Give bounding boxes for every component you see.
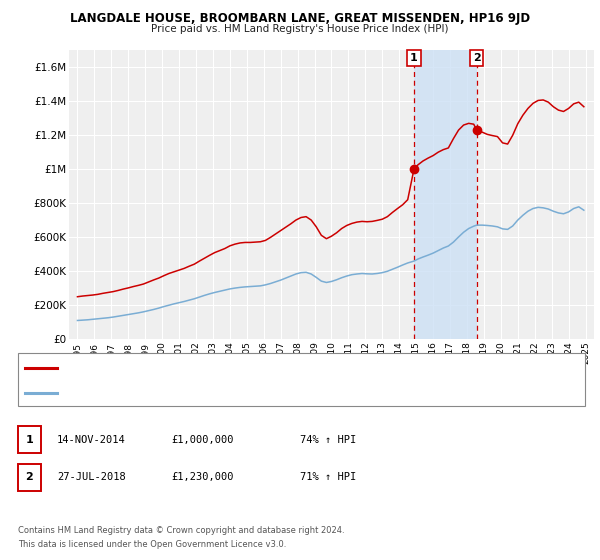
- Text: £1,000,000: £1,000,000: [171, 435, 233, 445]
- Text: 1: 1: [26, 435, 33, 445]
- Bar: [414, 50, 476, 339]
- Text: £1,230,000: £1,230,000: [171, 472, 233, 482]
- Text: 2: 2: [473, 53, 481, 63]
- Text: 2: 2: [26, 472, 33, 482]
- Text: 74% ↑ HPI: 74% ↑ HPI: [300, 435, 356, 445]
- Text: 1: 1: [410, 53, 418, 63]
- Text: Price paid vs. HM Land Registry's House Price Index (HPI): Price paid vs. HM Land Registry's House …: [151, 24, 449, 34]
- Text: This data is licensed under the Open Government Licence v3.0.: This data is licensed under the Open Gov…: [18, 540, 286, 549]
- Text: Contains HM Land Registry data © Crown copyright and database right 2024.: Contains HM Land Registry data © Crown c…: [18, 526, 344, 535]
- Text: 27-JUL-2018: 27-JUL-2018: [57, 472, 126, 482]
- Text: LANGDALE HOUSE, BROOMBARN LANE, GREAT MISSENDEN, HP16 9JD: LANGDALE HOUSE, BROOMBARN LANE, GREAT MI…: [70, 12, 530, 25]
- Text: HPI: Average price, detached house, Buckinghamshire: HPI: Average price, detached house, Buck…: [63, 388, 356, 397]
- Text: 14-NOV-2014: 14-NOV-2014: [57, 435, 126, 445]
- Text: LANGDALE HOUSE, BROOMBARN LANE, GREAT MISSENDEN, HP16 9JD (detached house): LANGDALE HOUSE, BROOMBARN LANE, GREAT MI…: [63, 363, 488, 372]
- Text: 71% ↑ HPI: 71% ↑ HPI: [300, 472, 356, 482]
